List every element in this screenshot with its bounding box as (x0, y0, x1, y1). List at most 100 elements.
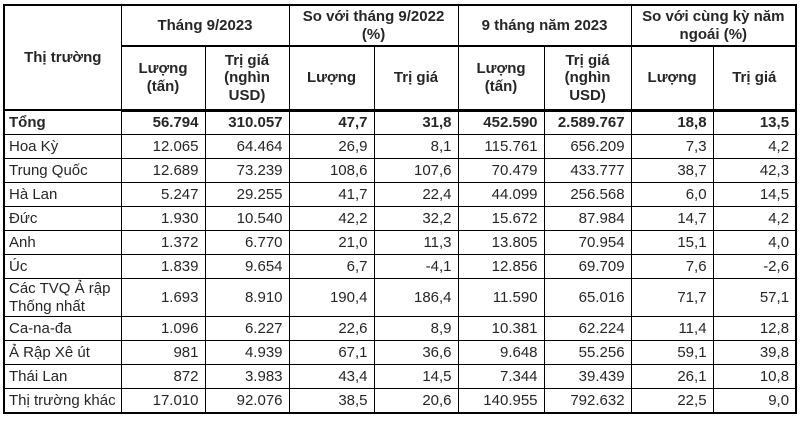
value-cell: 20,6 (373, 388, 459, 414)
table-row: Ca-na-đa 1.096 6.227 22,6 8,9 10.381 62.224 11,… (3, 316, 797, 342)
table-body: Tổng 56.794 310.057 47,7 31,8 452.590 2.589.76… (3, 109, 797, 414)
value-cell: 107,6 (373, 157, 459, 183)
value-cell: 1.693 (120, 277, 206, 318)
subheader-value-pct: Trị giá (373, 45, 459, 112)
market-label: Anh (3, 229, 122, 255)
value-cell: 31,8 (373, 109, 459, 135)
value-cell: 1.096 (120, 316, 206, 342)
value-cell: 69.709 (543, 253, 632, 279)
table-row: Thái Lan 872 3.983 43,4 14,5 7.344 39.439 26,1 1… (3, 364, 797, 390)
market-label: Thị trường khác (3, 388, 122, 414)
value-cell: 26,1 (630, 364, 714, 390)
value-cell: 15.672 (457, 205, 545, 231)
value-cell: 452.590 (457, 109, 545, 135)
value-cell: 71,7 (630, 277, 714, 318)
subheader-quantity-pct: Lượng (288, 45, 375, 112)
value-cell: 57,1 (712, 277, 797, 318)
table-row: Thị trường khác 17.010 92.076 38,5 20,6 140.9… (3, 388, 797, 414)
value-cell: 4,2 (712, 205, 797, 231)
market-label: Thái Lan (3, 364, 122, 390)
value-cell: 42,2 (288, 205, 375, 231)
value-cell: 872 (120, 364, 206, 390)
value-cell: 21,0 (288, 229, 375, 255)
value-cell: 17.010 (120, 388, 206, 414)
value-cell: 12.689 (120, 157, 206, 183)
value-cell: 3.983 (204, 364, 290, 390)
value-cell: 22,6 (288, 316, 375, 342)
value-cell: 8,1 (373, 133, 459, 159)
value-cell: 12.856 (457, 253, 545, 279)
value-cell: 1.372 (120, 229, 206, 255)
market-label: Hoa Kỳ (3, 133, 122, 159)
table-row: Đức 1.930 10.540 42,2 32,2 15.672 87.984 14,7 4,… (3, 205, 797, 231)
value-cell: 65.016 (543, 277, 632, 318)
value-cell: 12,8 (712, 316, 797, 342)
value-cell: 41,7 (288, 181, 375, 207)
value-cell: 981 (120, 340, 206, 366)
value-cell: 11,4 (630, 316, 714, 342)
group-header-month: Tháng 9/2023 (120, 4, 290, 48)
market-label: Úc (3, 253, 122, 279)
table-row: Ả Rập Xê út 981 4.939 67,1 36,6 9.648 55.256 59… (3, 340, 797, 366)
value-cell: 32,2 (373, 205, 459, 231)
value-cell: 310.057 (204, 109, 290, 135)
subheader-value-usd-9m: Trị giá (nghìn USD) (543, 45, 632, 112)
market-label: Đức (3, 205, 122, 231)
value-cell: 6,0 (630, 181, 714, 207)
value-cell: 1.839 (120, 253, 206, 279)
value-cell: 92.076 (204, 388, 290, 414)
value-cell: 42,3 (712, 157, 797, 183)
value-cell: 22,4 (373, 181, 459, 207)
table-row: Các TVQ Ả rập Thống nhất 1.693 8.910 190,4 1… (3, 277, 797, 318)
value-cell: 56.794 (120, 109, 206, 135)
value-cell: 9.648 (457, 340, 545, 366)
value-cell: 8,9 (373, 316, 459, 342)
value-cell: 18,8 (630, 109, 714, 135)
value-cell: 115.761 (457, 133, 545, 159)
value-cell: 5.247 (120, 181, 206, 207)
value-cell: 656.209 (543, 133, 632, 159)
market-label: Trung Quốc (3, 157, 122, 183)
market-label: Hà Lan (3, 181, 122, 207)
value-cell: 11.590 (457, 277, 545, 318)
subheader-quantity-tons: Lượng (tấn) (120, 45, 206, 112)
value-cell: 140.955 (457, 388, 545, 414)
value-cell: 73.239 (204, 157, 290, 183)
group-header-vs-period: So với cùng kỳ năm ngoái (%) (630, 4, 797, 48)
value-cell: 38,7 (630, 157, 714, 183)
market-label: Các TVQ Ả rập Thống nhất (3, 277, 122, 318)
value-cell: 43,4 (288, 364, 375, 390)
subheader-quantity-tons-9m: Lượng (tấn) (457, 45, 545, 112)
value-cell: 10,8 (712, 364, 797, 390)
value-cell: 62.224 (543, 316, 632, 342)
value-cell: 38,5 (288, 388, 375, 414)
value-cell: 9,0 (712, 388, 797, 414)
table-header: Thị trường Tháng 9/2023 So với tháng 9/2… (3, 4, 797, 112)
value-cell: 13,5 (712, 109, 797, 135)
table-row: Trung Quốc 12.689 73.239 108,6 107,6 70.479 43… (3, 157, 797, 183)
value-cell: 14,5 (373, 364, 459, 390)
value-cell: 15,1 (630, 229, 714, 255)
table-row: Hoa Kỳ 12.065 64.464 26,9 8,1 115.761 656.209 7… (3, 133, 797, 159)
value-cell: 70.479 (457, 157, 545, 183)
subheader-value-pct-yoy: Trị giá (712, 45, 797, 112)
table-row: Úc 1.839 9.654 6,7 -4,1 12.856 69.709 7,6 -2,6 (3, 253, 797, 279)
value-cell: 8.910 (204, 277, 290, 318)
value-cell: 1.930 (120, 205, 206, 231)
value-cell: 39.439 (543, 364, 632, 390)
value-cell: 55.256 (543, 340, 632, 366)
value-cell: 39,8 (712, 340, 797, 366)
value-cell: 47,7 (288, 109, 375, 135)
value-cell: 256.568 (543, 181, 632, 207)
value-cell: 10.381 (457, 316, 545, 342)
value-cell: 13.805 (457, 229, 545, 255)
subheader-quantity-pct-yoy: Lượng (630, 45, 714, 112)
table-row: Anh 1.372 6.770 21,0 11,3 13.805 70.954 15,1 4,0 (3, 229, 797, 255)
value-cell: 36,6 (373, 340, 459, 366)
subheader-value-usd: Trị giá (nghìn USD) (204, 45, 290, 112)
value-cell: 6.770 (204, 229, 290, 255)
value-cell: 433.777 (543, 157, 632, 183)
value-cell: 10.540 (204, 205, 290, 231)
group-header-9months: 9 tháng năm 2023 (457, 4, 632, 48)
value-cell: 12.065 (120, 133, 206, 159)
